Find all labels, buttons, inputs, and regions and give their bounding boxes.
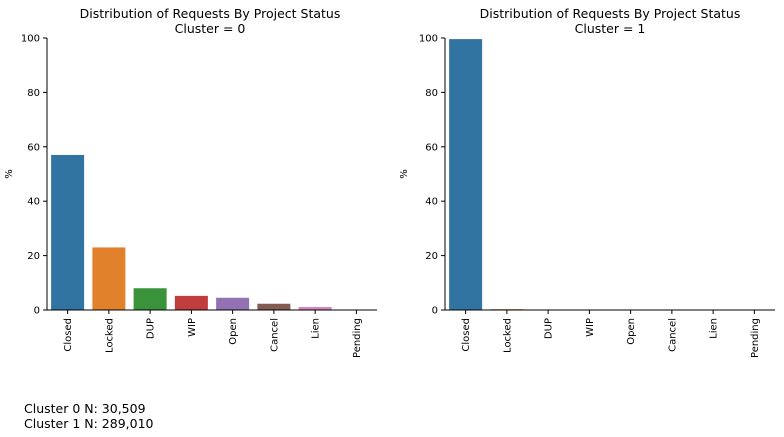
cluster-0-bar-open	[216, 297, 250, 310]
cluster-0-y-tick-label: 20	[27, 251, 40, 262]
cluster-1-count: Cluster 1 N: 289,010	[24, 416, 154, 431]
cluster-0-y-tick-label: 80	[27, 88, 40, 99]
cluster-1-subtitle: Cluster = 1	[575, 21, 646, 36]
cluster-counts: Cluster 0 N: 30,509 Cluster 1 N: 289,010	[24, 401, 154, 431]
cluster-0-y-tick-label: 40	[27, 197, 40, 208]
cluster-0-y-axis-label: %	[4, 169, 15, 179]
cluster-1-y-tick-label: 40	[425, 197, 438, 208]
cluster-0-x-tick-label: Open	[228, 318, 239, 345]
cluster-1-y-tick-label: 0	[432, 306, 438, 317]
cluster-0-x-tick-label: Cancel	[269, 318, 280, 352]
cluster-1-x-tick-label: WIP	[585, 318, 596, 337]
cluster-1-x-tick-label: Lien	[709, 318, 720, 339]
cluster-0-y-tick-label: 60	[27, 142, 40, 153]
cluster-0-bar-wip	[174, 295, 208, 310]
cluster-1-y-axis-label: %	[399, 169, 410, 179]
cluster-1-x-tick-label: DUP	[544, 318, 555, 339]
cluster-0-x-tick-label: DUP	[146, 318, 157, 339]
cluster-1-x-tick-label: Open	[626, 318, 637, 345]
cluster-0-bar-cancel	[257, 303, 291, 310]
cluster-1-y-tick-label: 100	[419, 34, 438, 45]
cluster-1-y-tick-label: 80	[425, 88, 438, 99]
cluster-0-bar-lien	[298, 307, 332, 310]
cluster-0-chart: Distribution of Requests By Project Stat…	[4, 6, 377, 358]
cluster-0-bar-locked	[92, 247, 126, 310]
cluster-1-x-tick-label: Closed	[461, 318, 472, 352]
cluster-1-x-tick-label: Locked	[502, 318, 513, 353]
cluster-0-subtitle: Cluster = 0	[175, 21, 246, 36]
cluster-0-title: Distribution of Requests By Project Stat…	[80, 6, 341, 21]
cluster-1-bar-closed	[449, 39, 483, 310]
cluster-1-y-tick-label: 60	[425, 142, 438, 153]
cluster-0-x-tick-label: Lien	[311, 318, 322, 339]
cluster-1-chart: Distribution of Requests By Project Stat…	[399, 6, 775, 358]
cluster-0-bar-dup	[133, 288, 167, 310]
cluster-1-y-tick-label: 20	[425, 251, 438, 262]
cluster-0-x-tick-label: WIP	[187, 318, 198, 337]
cluster-1-title: Distribution of Requests By Project Stat…	[480, 6, 741, 21]
cluster-0-y-tick-label: 0	[34, 306, 40, 317]
cluster-0-x-tick-label: Locked	[104, 318, 115, 353]
cluster-0-x-tick-label: Closed	[63, 318, 74, 352]
cluster-0-count: Cluster 0 N: 30,509	[24, 401, 146, 416]
cluster-0-bar-closed	[51, 154, 85, 310]
cluster-0-x-tick-label: Pending	[352, 318, 363, 358]
cluster-1-x-tick-label: Cancel	[667, 318, 678, 352]
cluster-0-y-tick-label: 100	[21, 34, 40, 45]
cluster-1-x-tick-label: Pending	[750, 318, 761, 358]
